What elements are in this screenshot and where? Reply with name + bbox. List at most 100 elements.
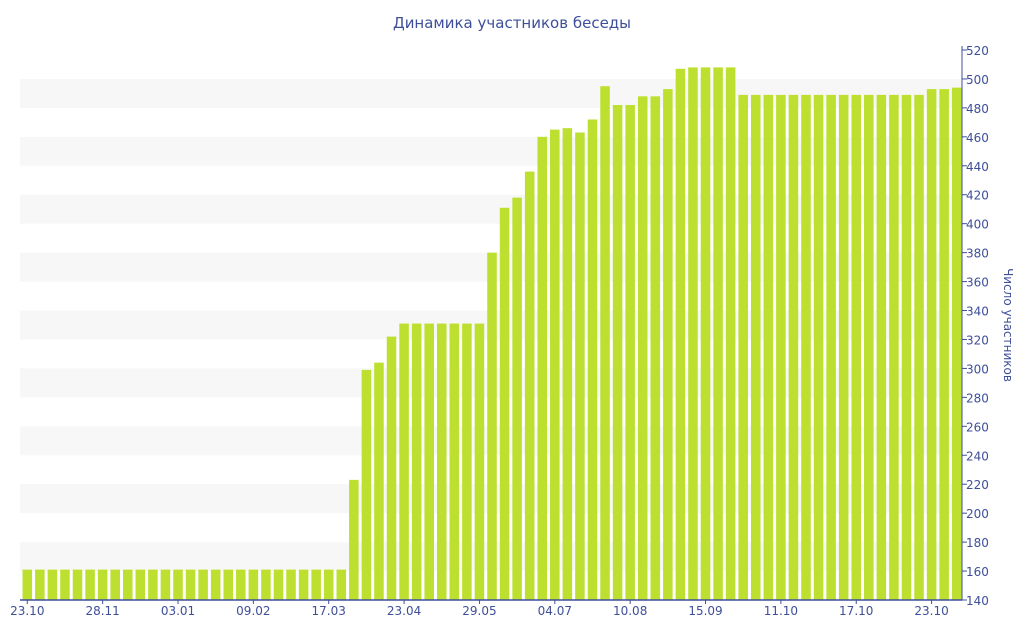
y-tick-label: 460: [966, 131, 989, 145]
bar: [801, 94, 811, 601]
y-tick-label: 360: [966, 276, 989, 290]
bar: [663, 89, 673, 600]
bar: [813, 94, 824, 601]
bar: [650, 96, 661, 600]
x-tick-label: 29.05: [462, 604, 496, 618]
x-tick-label: 11.10: [764, 604, 798, 618]
bar: [436, 323, 447, 600]
y-tick-label: 180: [966, 536, 989, 550]
bar: [286, 569, 296, 600]
bar: [550, 129, 560, 600]
bar: [901, 94, 912, 601]
bar: [311, 569, 321, 600]
bar: [22, 569, 33, 600]
x-tick-label: 28.11: [85, 604, 119, 618]
bar: [273, 569, 284, 600]
bar: [487, 252, 497, 600]
bar: [323, 569, 334, 600]
bar: [449, 323, 460, 600]
y-tick-label: 320: [966, 333, 989, 347]
bar: [110, 569, 120, 600]
bar: [399, 323, 409, 600]
x-tick-label: 10.08: [613, 604, 647, 618]
bar: [386, 336, 397, 600]
bar: [524, 171, 535, 600]
bar: [864, 94, 874, 601]
chart-title: Динамика участников беседы: [393, 14, 631, 32]
bar: [198, 569, 208, 600]
x-tick-label: 17.10: [839, 604, 873, 618]
bar: [951, 87, 962, 600]
bar: [700, 67, 711, 601]
bar: [575, 132, 585, 600]
y-axis-label: Число участников: [1001, 268, 1015, 382]
y-tick-label: 240: [966, 449, 989, 463]
bar: [374, 362, 384, 600]
bar: [713, 67, 723, 601]
bar: [35, 569, 45, 600]
bar: [411, 323, 422, 600]
bar: [625, 105, 635, 600]
bar: [637, 96, 648, 600]
x-tick-label: 09.02: [236, 604, 270, 618]
bar: [148, 569, 158, 600]
x-tick-label: 04.07: [538, 604, 572, 618]
y-tick-label: 220: [966, 478, 989, 492]
bar: [675, 68, 686, 600]
bar: [47, 569, 58, 600]
bar: [424, 323, 434, 600]
bar: [60, 569, 70, 600]
bar: [512, 197, 522, 600]
bar: [537, 136, 548, 600]
bar: [738, 94, 748, 601]
x-tick-label: 03.01: [161, 604, 195, 618]
y-tick-label: 160: [966, 565, 989, 579]
bar: [248, 569, 259, 600]
bar: [474, 323, 485, 600]
bar: [914, 94, 924, 601]
bar: [876, 94, 887, 601]
y-tick-label: 440: [966, 160, 989, 174]
bar: [462, 323, 472, 600]
y-tick-label: 380: [966, 247, 989, 261]
bar: [939, 89, 949, 600]
bar: [349, 479, 359, 600]
bar: [236, 569, 246, 600]
y-tick-label: 400: [966, 218, 989, 232]
y-tick-label: 280: [966, 391, 989, 405]
bar: [776, 94, 786, 601]
y-tick-label: 140: [966, 594, 989, 608]
bar: [261, 569, 271, 600]
x-tick-label: 23.10: [914, 604, 948, 618]
bar: [160, 569, 171, 600]
bar: [85, 569, 95, 600]
bar: [926, 89, 937, 600]
y-tick-label: 340: [966, 305, 989, 319]
bar: [223, 569, 234, 600]
bar: [612, 105, 623, 600]
y-tick-label: 500: [966, 73, 989, 87]
bar: [600, 86, 610, 601]
bar: [562, 128, 573, 600]
bar: [838, 94, 849, 601]
y-tick-label: 420: [966, 189, 989, 203]
bar: [499, 207, 510, 600]
bar: [298, 569, 309, 600]
bar: [210, 569, 221, 600]
y-tick-label: 520: [966, 44, 989, 58]
bar: [361, 369, 372, 600]
bar: [788, 94, 799, 601]
bar: [97, 569, 108, 600]
y-tick-label: 260: [966, 420, 989, 434]
bar: [889, 94, 899, 601]
x-tick-label: 17.03: [312, 604, 346, 618]
y-tick-label: 200: [966, 507, 989, 521]
y-tick-label: 480: [966, 102, 989, 116]
bar: [72, 569, 83, 600]
bar: [826, 94, 836, 601]
bar: [185, 569, 196, 600]
bar: [587, 119, 598, 600]
y-tick-label: 300: [966, 362, 989, 376]
bar: [851, 94, 862, 601]
